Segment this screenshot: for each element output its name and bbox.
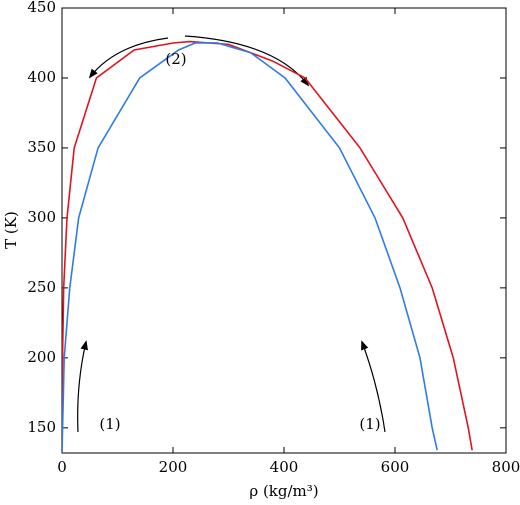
x-tick-label: 400 [270,458,299,476]
y-axis-label: T (K) [2,211,20,249]
arrows [77,35,386,433]
y-tick-label: 300 [27,208,56,226]
arrow [88,37,169,79]
x-tick-label: 600 [381,458,410,476]
y-tick-label: 150 [27,418,56,436]
annotation: (2) [165,50,186,68]
y-tick-label: 350 [27,138,56,156]
curve [62,40,473,453]
plot-frame [61,7,507,454]
x-tick-label: 0 [57,458,67,476]
arrow [361,340,386,433]
x-tick-label: 200 [159,458,188,476]
annotation: (1) [99,415,120,433]
x-tick-label: 800 [492,458,520,476]
y-tick-label: 200 [27,348,56,366]
annotation: (1) [359,415,380,433]
y-tick-label: 450 [27,0,56,16]
curve [62,42,438,453]
y-tick-label: 250 [27,278,56,296]
y-tick-label: 400 [27,68,56,86]
arrow [77,340,89,433]
x-axis-label: ρ (kg/m³) [249,482,318,500]
